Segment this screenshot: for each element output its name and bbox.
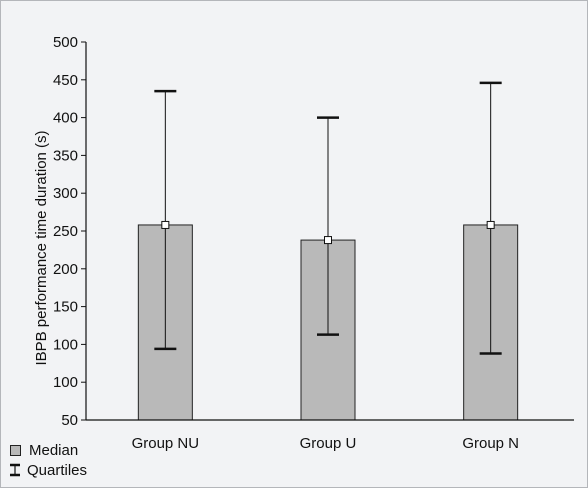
legend-label-median: Median: [29, 441, 79, 459]
legend-item-quartiles: Quartiles: [7, 460, 87, 480]
x-tick-label: Group U: [300, 435, 357, 452]
y-tick-label: 300: [53, 185, 78, 202]
x-tick-label: Group N: [462, 435, 519, 452]
y-tick-label: 450: [53, 72, 78, 89]
median-marker: [161, 220, 170, 229]
legend-label-quartiles: Quartiles: [27, 461, 88, 479]
y-tick-label: 500: [53, 34, 78, 51]
error-bar-icon: [10, 463, 20, 477]
y-tick-label: 150: [53, 299, 78, 316]
median-marker: [486, 220, 495, 229]
median-marker: [324, 236, 332, 245]
y-axis-title: IBPB performance time duration (s): [33, 130, 50, 365]
x-tick-label: Group NU: [132, 435, 200, 452]
y-tick-label: 350: [53, 147, 78, 164]
y-tick-label: 100: [53, 336, 78, 353]
y-tick-label: 400: [53, 110, 78, 127]
y-tick-label: 100: [53, 374, 78, 391]
y-tick-label: 250: [53, 223, 78, 240]
legend-item-median: Median: [7, 440, 87, 460]
legend: Median Quartiles: [7, 440, 87, 480]
square-icon: [10, 444, 21, 456]
y-tick-label: 200: [53, 261, 78, 278]
y-tick-label: 50: [61, 412, 78, 429]
